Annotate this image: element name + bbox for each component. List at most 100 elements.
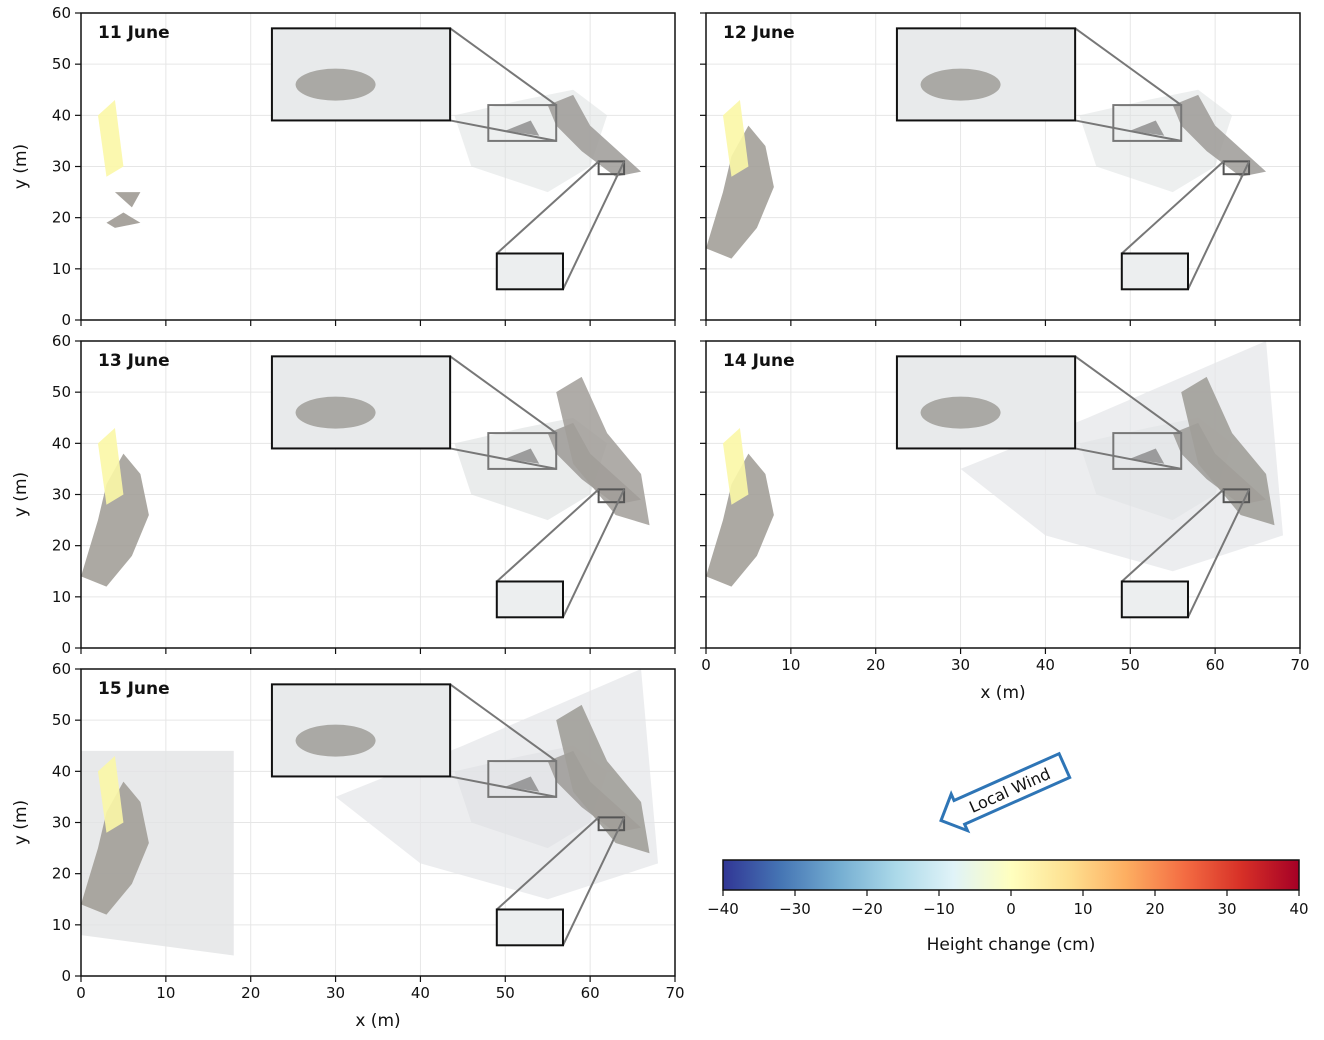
inset-connector [1074, 355, 1182, 434]
surface-patch [505, 776, 540, 792]
x-axis-label: x (m) [355, 1011, 400, 1031]
y-tick-label: 0 [61, 639, 71, 657]
inset-connector [449, 355, 557, 434]
panel: 0 10 20 30 40 50 60 70 0 10 20 30 40 50 60 x (m) y (m) 15… [11, 660, 685, 1031]
inset-box [597, 816, 626, 832]
inset-connector [562, 160, 625, 290]
x-tick-label: 60 [1206, 656, 1225, 674]
y-tick-label: 60 [52, 332, 71, 350]
colorbar-tick-label: −30 [779, 900, 811, 918]
inset-connector [1187, 488, 1250, 618]
inset-connector [1074, 447, 1182, 470]
y-tick-label: 30 [52, 486, 71, 504]
imagery [81, 669, 659, 956]
y-tick-label: 10 [52, 588, 71, 606]
inset-connector [1121, 488, 1225, 583]
inset-box [1112, 432, 1183, 470]
colorbar-label: Height change (cm) [927, 935, 1096, 955]
inset-connector [496, 160, 600, 255]
inset-box [1112, 104, 1183, 142]
inset-feature [295, 396, 376, 429]
y-tick-label: 0 [61, 967, 71, 985]
colorbar-tick-label: −20 [851, 900, 883, 918]
colorbar-tick-label: 0 [1006, 900, 1016, 918]
x-tick-label: 50 [1121, 656, 1140, 674]
panel-title: 14 June [723, 351, 795, 371]
y-tick-label: 60 [52, 4, 71, 22]
surface-patch [106, 212, 141, 228]
wind-arrow-shape [939, 751, 1072, 834]
surface-patch [1130, 448, 1165, 464]
panel-title: 11 June [98, 23, 170, 43]
y-tick-label: 60 [52, 660, 71, 678]
panel: 0 10 20 30 40 50 60 70 x (m) 14 June [700, 340, 1310, 703]
y-tick-label: 50 [52, 383, 71, 401]
y-tick-label: 50 [52, 711, 71, 729]
x-tick-label: 30 [951, 656, 970, 674]
inset-box [487, 104, 558, 142]
surface-patch [706, 453, 774, 587]
x-tick-label: 10 [781, 656, 800, 674]
x-tick-label: 0 [701, 656, 711, 674]
imagery [706, 341, 1284, 587]
inset-connector [449, 683, 557, 762]
surface-patch [556, 376, 650, 526]
inset-box [487, 760, 558, 798]
y-tick-label: 40 [52, 106, 71, 124]
panel-title: 15 June [98, 679, 170, 699]
y-tick-label: 20 [52, 537, 71, 555]
y-tick-label: 10 [52, 916, 71, 934]
x-tick-label: 20 [241, 984, 260, 1002]
inset-box [1120, 252, 1189, 291]
inset-connector [449, 119, 557, 142]
y-tick-label: 0 [61, 311, 71, 329]
colorbar-tick-label: 10 [1073, 900, 1092, 918]
y-tick-label: 40 [52, 762, 71, 780]
surface-patch [706, 125, 774, 259]
y-tick-label: 30 [52, 158, 71, 176]
inset-box [495, 908, 564, 947]
inset-box [1222, 160, 1251, 176]
inset-box [1222, 488, 1251, 504]
colorbar-tick-label: 30 [1217, 900, 1236, 918]
x-axis-label: x (m) [980, 683, 1025, 703]
y-tick-label: 20 [52, 209, 71, 227]
y-tick-label: 20 [52, 865, 71, 883]
colorbar-tick-label: 20 [1145, 900, 1164, 918]
surface-patch [722, 427, 749, 505]
panel-title: 12 June [723, 23, 795, 43]
inset-box [495, 252, 564, 291]
x-tick-label: 70 [665, 984, 684, 1002]
y-tick-label: 30 [52, 814, 71, 832]
inset-feature [295, 724, 376, 757]
surface-patch [81, 453, 149, 587]
inset-box [597, 160, 626, 176]
surface-patch [722, 99, 749, 177]
surface-patch [1181, 376, 1275, 526]
inset-feature [920, 396, 1001, 429]
x-tick-label: 50 [496, 984, 515, 1002]
inset-connector [496, 488, 600, 583]
y-axis-label: y (m) [11, 800, 31, 845]
x-tick-label: 10 [156, 984, 175, 1002]
y-tick-label: 10 [52, 260, 71, 278]
surface-patch [97, 755, 124, 833]
inset-box [495, 580, 564, 619]
panel: 0 10 20 30 40 50 60 y (m) 13 June [11, 332, 676, 657]
inset-feature [295, 68, 376, 101]
inset-connector [562, 816, 625, 946]
inset-connector [1074, 27, 1182, 106]
surface-patch [547, 94, 642, 177]
y-axis-label: y (m) [11, 144, 31, 189]
inset-feature [920, 68, 1001, 101]
y-tick-label: 40 [52, 434, 71, 452]
colorbar-tick-label: −40 [707, 900, 739, 918]
x-tick-label: 30 [326, 984, 345, 1002]
surface-patch [97, 99, 124, 177]
inset-connector [449, 447, 557, 470]
inset-connector [1074, 119, 1182, 142]
inset-connector [449, 27, 557, 106]
x-tick-label: 40 [411, 984, 430, 1002]
surface-patch [505, 448, 540, 464]
